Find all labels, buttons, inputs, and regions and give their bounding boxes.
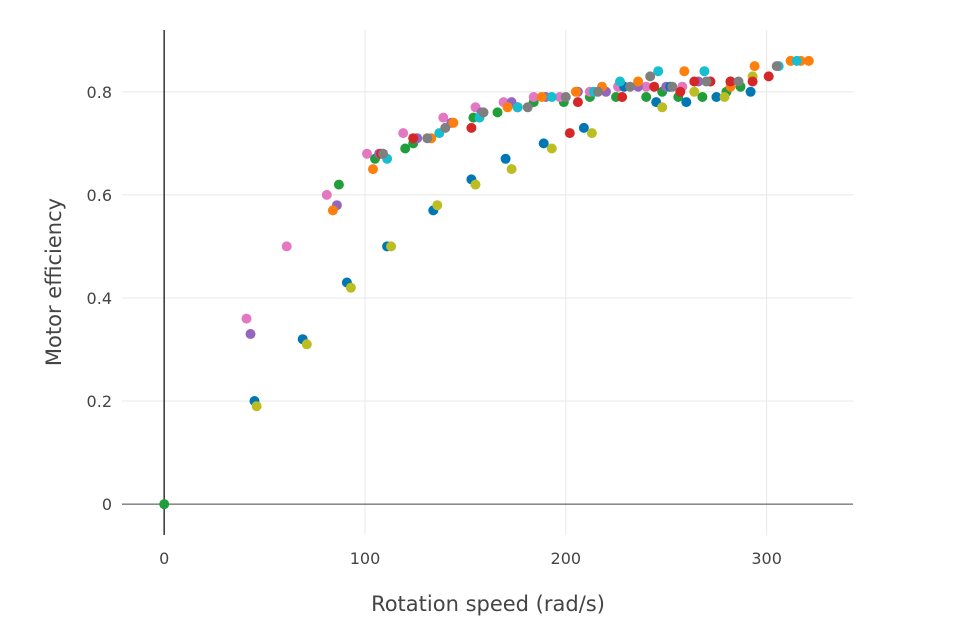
data-point	[345, 282, 356, 293]
x-tick-label: 100	[350, 549, 381, 568]
y-tick-label: 0	[102, 495, 112, 514]
y-tick-label: 0.4	[87, 289, 112, 308]
data-point	[386, 241, 397, 252]
grid	[122, 30, 853, 535]
data-point	[667, 81, 678, 92]
data-point	[791, 55, 802, 66]
data-point	[645, 71, 656, 82]
data-point	[432, 200, 443, 211]
data-point	[546, 92, 557, 102]
data-point	[422, 133, 433, 144]
data-point	[245, 329, 256, 339]
data-point	[641, 92, 652, 102]
data-point	[572, 97, 583, 108]
data-point	[699, 66, 710, 77]
y-axis-title: Motor efficiency	[42, 198, 66, 366]
data-point	[733, 76, 744, 87]
data-point	[701, 76, 712, 87]
data-point	[653, 66, 664, 77]
data-point	[241, 313, 252, 324]
data-point	[633, 76, 644, 87]
tick-labels: 0 100 200 300 0 0.2 0.4 0.6 0.8	[87, 83, 782, 568]
data-point	[679, 66, 690, 77]
data-point	[617, 92, 628, 102]
data-point	[546, 143, 557, 154]
data-point	[362, 148, 372, 159]
data-point	[251, 401, 262, 412]
data-point	[408, 133, 419, 144]
data-point	[448, 117, 459, 128]
x-tick-label: 200	[551, 549, 582, 568]
data-points	[159, 55, 814, 510]
data-point	[368, 164, 378, 175]
data-point	[398, 128, 409, 139]
data-point	[321, 189, 332, 200]
data-point	[327, 205, 338, 216]
data-point	[333, 179, 344, 190]
data-point	[719, 92, 730, 102]
data-point	[649, 81, 660, 92]
data-point	[470, 179, 481, 190]
data-point	[711, 92, 722, 102]
data-point	[528, 92, 539, 102]
data-point	[689, 86, 700, 97]
data-point	[570, 86, 581, 97]
data-point	[506, 164, 517, 175]
data-point	[625, 81, 636, 92]
data-point	[749, 61, 760, 72]
data-point	[641, 81, 652, 92]
data-point	[512, 102, 523, 113]
data-point	[478, 107, 489, 118]
data-point	[378, 148, 389, 159]
data-point	[538, 138, 549, 149]
data-point	[697, 92, 708, 102]
data-point	[281, 241, 292, 252]
data-point	[747, 76, 758, 87]
x-tick-label: 0	[159, 549, 169, 568]
data-point	[725, 76, 736, 87]
data-point	[803, 55, 814, 66]
data-point	[301, 339, 312, 350]
y-tick-label: 0.2	[87, 392, 112, 411]
data-point	[578, 122, 589, 133]
data-point	[400, 143, 411, 154]
data-point	[440, 122, 451, 133]
data-point	[745, 86, 756, 97]
y-tick-label: 0.6	[87, 186, 112, 205]
data-point	[681, 97, 692, 108]
y-tick-label: 0.8	[87, 83, 112, 102]
data-point	[657, 102, 668, 113]
data-point	[466, 122, 477, 133]
data-point	[586, 128, 597, 139]
data-point	[522, 102, 533, 113]
data-point	[502, 102, 513, 113]
x-axis-title: Rotation speed (rad/s)	[371, 592, 605, 616]
axes	[122, 30, 853, 535]
data-point	[438, 112, 449, 123]
data-point	[492, 107, 503, 118]
data-point	[500, 153, 511, 164]
data-point	[771, 61, 782, 72]
data-point	[763, 71, 774, 82]
data-point	[536, 92, 547, 102]
data-point	[560, 92, 571, 102]
data-point	[615, 76, 625, 87]
data-point	[593, 86, 603, 97]
data-point	[675, 86, 686, 97]
data-point	[689, 76, 700, 87]
x-tick-label: 300	[751, 549, 782, 568]
data-point	[159, 499, 170, 510]
data-point	[564, 128, 575, 139]
